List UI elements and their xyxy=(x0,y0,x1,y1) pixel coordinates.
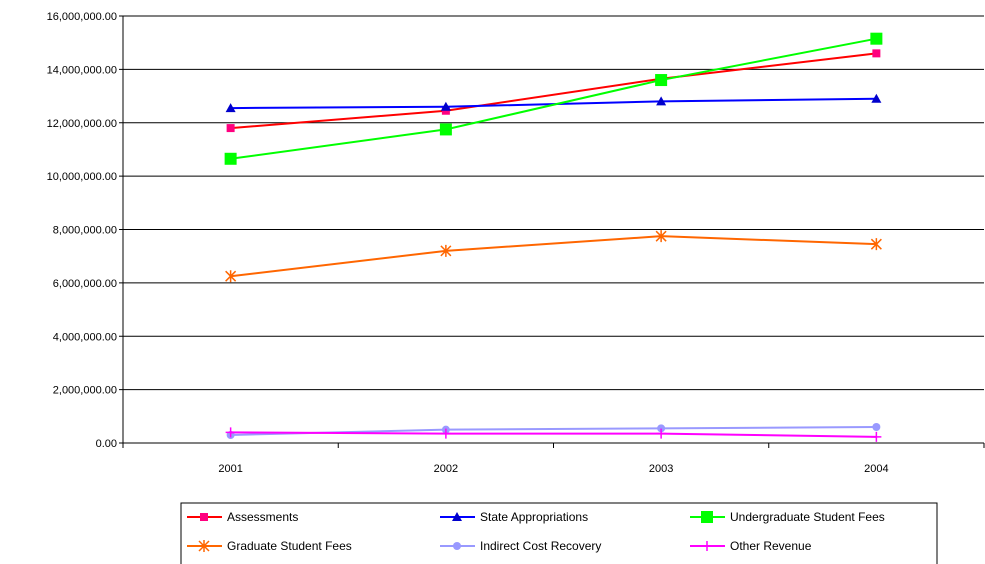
series-line-undergraduate-student-fees xyxy=(230,37,877,160)
x-tick-label: 2004 xyxy=(864,463,888,475)
data-point-state-appropriations xyxy=(440,101,451,111)
data-point-undergraduate-student-fees xyxy=(655,74,668,87)
data-point-undergraduate-student-fees xyxy=(439,123,452,136)
data-point-assessments xyxy=(226,124,235,133)
data-point-other-revenue xyxy=(440,428,451,439)
legend-box xyxy=(180,502,938,564)
data-point-undergraduate-student-fees xyxy=(870,32,883,45)
y-tick-label: 0.00 xyxy=(96,438,117,450)
data-point-assessments xyxy=(872,49,881,58)
legend: Assessments State Appropriations Undergrad… xyxy=(180,502,938,564)
legend-marker-state-appropriations xyxy=(452,512,462,521)
legend-marker-undergraduate-student-fees xyxy=(701,511,713,523)
data-point-indirect-cost-recovery xyxy=(657,424,666,433)
axes: 0.00 2,000,000.00 4,000,000.00 6,000,000.00… xyxy=(47,11,985,475)
data-point-graduate-student-fees xyxy=(225,270,237,283)
series-line-graduate-student-fees xyxy=(230,235,877,278)
data-point-other-revenue xyxy=(656,428,667,439)
data-point-graduate-student-fees xyxy=(440,244,452,257)
y-tick-label: 16,000,000.00 xyxy=(47,11,117,23)
legend-label-other-revenue: Other Revenue xyxy=(730,539,812,553)
data-point-graduate-student-fees xyxy=(655,230,667,243)
legend-marker-other-revenue xyxy=(702,541,712,551)
legend-label-assessments: Assessments xyxy=(227,510,298,524)
y-tick-label: 6,000,000.00 xyxy=(53,278,117,290)
series-line-other-revenue xyxy=(230,431,877,438)
series-line-state-appropriations xyxy=(230,97,877,110)
data-point-other-revenue xyxy=(225,427,236,438)
data-point-state-appropriations xyxy=(871,93,882,103)
x-tick-label: 2002 xyxy=(434,463,458,475)
data-point-indirect-cost-recovery xyxy=(872,422,881,431)
legend-label-indirect-cost-recovery: Indirect Cost Recovery xyxy=(480,539,601,553)
data-point-graduate-student-fees xyxy=(870,238,882,251)
x-tick-label: 2003 xyxy=(649,463,673,475)
y-tick-label: 4,000,000.00 xyxy=(53,331,117,343)
legend-label-state-appropriations: State Appropriations xyxy=(480,510,588,524)
y-tick-label: 8,000,000.00 xyxy=(53,225,117,237)
data-point-other-revenue xyxy=(871,431,882,442)
x-tick-label: 2001 xyxy=(218,463,242,475)
data-point-state-appropriations xyxy=(656,96,667,106)
y-tick-label: 2,000,000.00 xyxy=(53,385,117,397)
data-point-state-appropriations xyxy=(225,103,236,113)
y-tick-label: 12,000,000.00 xyxy=(47,118,117,130)
gridlines xyxy=(123,15,984,391)
y-tick-label: 14,000,000.00 xyxy=(47,64,117,76)
legend-label-undergraduate-student-fees: Undergraduate Student Fees xyxy=(730,510,885,524)
data-point-assessments xyxy=(441,106,450,115)
legend-marker-indirect-cost-recovery xyxy=(453,542,461,550)
series-lines xyxy=(224,32,883,442)
series-line-assessments xyxy=(230,52,877,130)
legend-marker-assessments xyxy=(200,513,208,521)
legend-label-graduate-student-fees: Graduate Student Fees xyxy=(227,539,352,553)
legend-marker-graduate-student-fees xyxy=(198,540,210,552)
data-point-undergraduate-student-fees xyxy=(224,152,237,165)
y-tick-label: 10,000,000.00 xyxy=(47,171,117,183)
